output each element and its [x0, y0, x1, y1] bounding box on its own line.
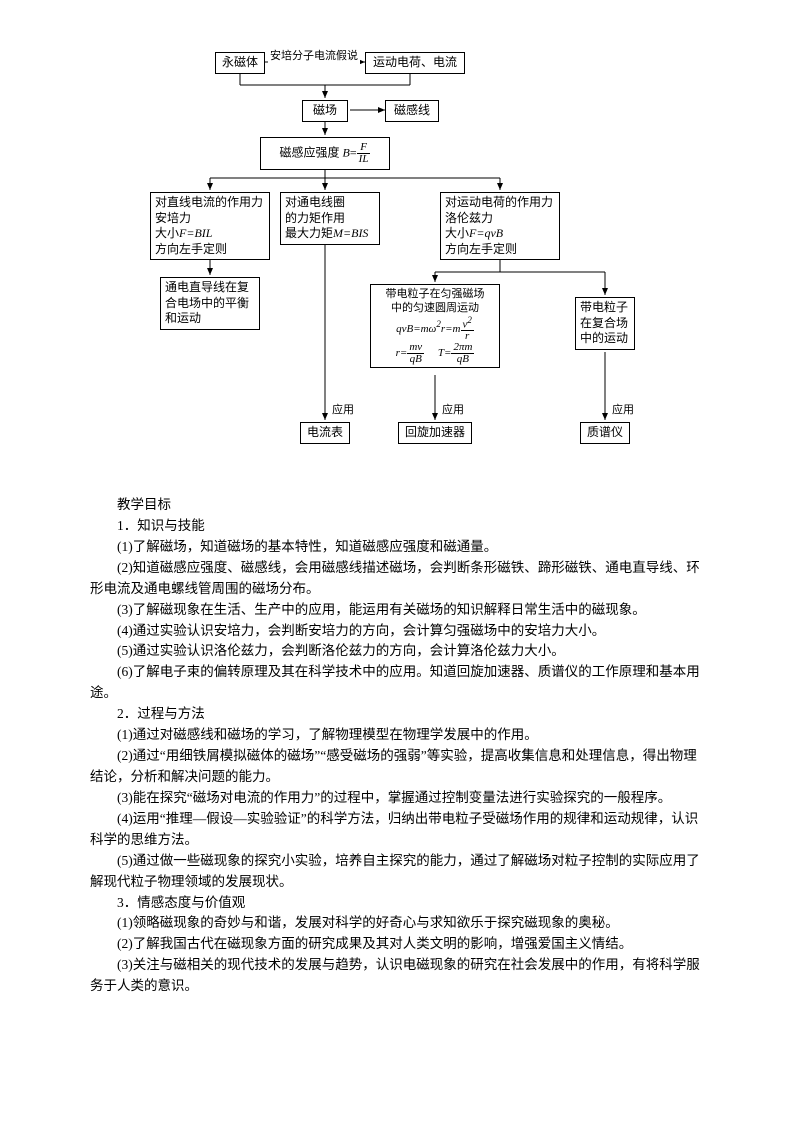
n7-l3f: F=BIL	[179, 226, 212, 240]
n9-l3f: F=qvB	[469, 226, 503, 240]
edge-label-app2: 应用	[440, 402, 466, 420]
para-1-1: (1)了解磁场，知道磁场的基本特性，知道磁感应强度和磁通量。	[90, 537, 705, 558]
n7-l3p: 大小	[155, 226, 179, 240]
n9-l4: 方向左手定则	[445, 242, 555, 258]
n11-f1a: qvB=mω	[396, 322, 436, 334]
n7-l4: 方向左手定则	[155, 242, 265, 258]
node-ammeter: 电流表	[300, 422, 350, 444]
edge-label-ampere: 安培分子电流假说	[268, 48, 360, 66]
n8-l3f: M=BIS	[333, 226, 368, 240]
node-ampere-force: 对直线电流的作用力 安培力 大小F=BIL 方向左手定则	[150, 192, 270, 260]
node-cyclotron: 回旋加速器	[398, 422, 472, 444]
n6-den: IL	[357, 154, 371, 165]
n11-f2t: T=	[438, 347, 452, 359]
n8-l1: 对通电线圈	[285, 195, 375, 211]
n6-prefix: 磁感应强度	[280, 145, 343, 159]
heading-objectives: 教学目标	[90, 495, 705, 516]
node-circular-motion: 带电粒子在匀强磁场 中的匀速圆周运动 qvB=mω2r=mv2r r=mvqB …	[370, 284, 500, 368]
n8-l3p: 最大力矩	[285, 226, 333, 240]
section-1: 1．知识与技能	[90, 516, 705, 537]
document-body: 教学目标 1．知识与技能 (1)了解磁场，知道磁场的基本特性，知道磁感应强度和磁…	[90, 495, 705, 997]
edge-label-app1: 应用	[330, 402, 356, 420]
section-2: 2．过程与方法	[90, 704, 705, 725]
para-1-2: (2)知道磁感应强度、磁感线，会用磁感线描述磁场，会判断条形磁铁、蹄形磁铁、通电…	[90, 558, 705, 600]
para-2-2: (2)通过“用细铁屑模拟磁体的磁场”“感受磁场的强弱”等实验，提高收集信息和处理…	[90, 746, 705, 788]
n10-l3: 和运动	[165, 311, 255, 327]
n11-f1b: r=m	[441, 322, 461, 334]
n11-l2: 中的匀速圆周运动	[375, 301, 495, 315]
para-3-1: (1)领略磁现象的奇妙与和谐，发展对科学的好奇心与求知欲乐于探究磁现象的奥秘。	[90, 913, 705, 934]
n6-eq: =	[350, 145, 357, 159]
n11-f1nsup: 2	[467, 315, 472, 325]
node-flux-density: 磁感应强度 B=FIL	[260, 137, 390, 170]
section-3: 3．情感态度与价值观	[90, 893, 705, 914]
node-field-lines: 磁感线	[385, 100, 439, 122]
flowchart-diagram: 永磁体 安培分子电流假说 运动电荷、电流 磁场 磁感线 磁感应强度 B=FIL …	[160, 50, 700, 470]
para-2-4: (4)运用“推理—假设—实验验证”的科学方法，归纳出带电粒子受磁场作用的规律和运…	[90, 809, 705, 851]
n11-l1: 带电粒子在匀强磁场	[375, 287, 495, 301]
n12-l1: 带电粒子	[580, 300, 630, 316]
node-wire-field: 通电直导线在复 合电场中的平衡 和运动	[160, 277, 260, 330]
node-magnet: 永磁体	[215, 52, 265, 74]
n7-l2: 安培力	[155, 211, 265, 227]
n11-f2tden: qB	[451, 354, 474, 365]
node-compound-field: 带电粒子 在复合场 中的运动	[575, 297, 635, 350]
edge-label-app3: 应用	[610, 402, 636, 420]
node-moving-charge: 运动电荷、电流	[365, 52, 465, 74]
para-3-2: (2)了解我国古代在磁现象方面的研究成果及其对人类文明的影响，增强爱国主义情结。	[90, 934, 705, 955]
n6-var: B	[343, 145, 350, 159]
node-mass-spec: 质谱仪	[580, 422, 630, 444]
node-lorentz-force: 对运动电荷的作用力 洛伦兹力 大小F=qvB 方向左手定则	[440, 192, 560, 260]
para-3-3: (3)关注与磁相关的现代技术的发展与趋势，认识电磁现象的研究在社会发展中的作用，…	[90, 955, 705, 997]
para-1-5: (5)通过实验认识洛伦兹力，会判断洛伦兹力的方向，会计算洛伦兹力大小。	[90, 641, 705, 662]
para-2-3: (3)能在探究“磁场对电流的作用力”的过程中，掌握通过控制变量法进行实验探究的一…	[90, 788, 705, 809]
n8-l2: 的力矩作用	[285, 211, 375, 227]
n9-l2: 洛伦兹力	[445, 211, 555, 227]
n11-f2r: r=	[396, 347, 408, 359]
n10-l1: 通电直导线在复	[165, 280, 255, 296]
para-1-4: (4)通过实验认识安培力，会判断安培力的方向，会计算匀强磁场中的安培力大小。	[90, 621, 705, 642]
n9-l3p: 大小	[445, 226, 469, 240]
node-torque: 对通电线圈 的力矩作用 最大力矩M=BIS	[280, 192, 380, 245]
n12-l3: 中的运动	[580, 331, 630, 347]
node-magnetic-field: 磁场	[302, 100, 348, 122]
para-2-5: (5)通过做一些磁现象的探究小实验，培养自主探究的能力，通过了解磁场对粒子控制的…	[90, 851, 705, 893]
n10-l2: 合电场中的平衡	[165, 296, 255, 312]
para-2-1: (1)通过对磁感线和磁场的学习，了解物理模型在物理学发展中的作用。	[90, 725, 705, 746]
para-1-3: (3)了解磁现象在生活、生产中的应用，能运用有关磁场的知识解释日常生活中的磁现象…	[90, 600, 705, 621]
n9-l1: 对运动电荷的作用力	[445, 195, 555, 211]
n7-l1: 对直线电流的作用力	[155, 195, 265, 211]
n12-l2: 在复合场	[580, 316, 630, 332]
para-1-6: (6)了解电子束的偏转原理及其在科学技术中的应用。知道回旋加速器、质谱仪的工作原…	[90, 662, 705, 704]
n11-f2den: qB	[407, 354, 424, 365]
